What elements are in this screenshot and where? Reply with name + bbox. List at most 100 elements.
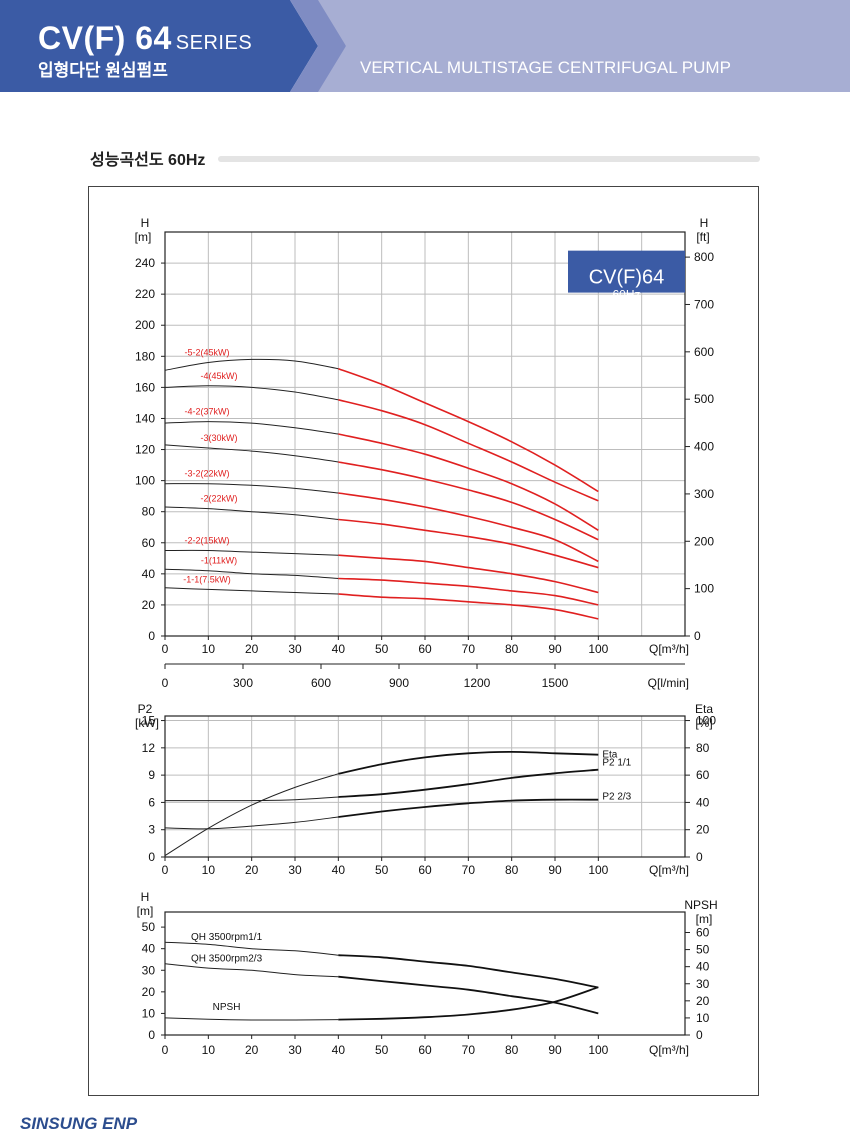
y2-tick-label: 100	[696, 714, 716, 728]
x-tick-label: 50	[375, 642, 389, 656]
x-tick-label: 100	[588, 642, 608, 656]
y2-tick-label: 60	[696, 768, 710, 782]
curve-line-part-high	[338, 768, 599, 798]
y-axis-title: H	[141, 216, 150, 230]
y-tick-label: 50	[142, 920, 156, 934]
curve-line-part-low	[164, 358, 339, 371]
y-tick-label: 100	[135, 474, 155, 488]
curve-line-part-low	[164, 941, 339, 956]
x-tick-label: 0	[162, 642, 169, 656]
x2-tick-label: 0	[162, 676, 169, 690]
curve-line-part-high	[338, 975, 599, 1015]
y2-tick-label: 600	[694, 345, 714, 359]
badge-model: CV(F)64	[589, 267, 665, 289]
chart-frame	[88, 186, 759, 1096]
curve-line-part-low	[164, 963, 339, 978]
x-tick-label: 30	[288, 1043, 302, 1057]
product-subtitle: 입형다단 원심펌프	[38, 61, 168, 80]
x-tick-label: 20	[245, 863, 259, 877]
y2-tick-label: 700	[694, 297, 714, 311]
y-tick-label: 200	[135, 318, 155, 332]
x-tick-label: 80	[505, 642, 519, 656]
x-tick-label: 50	[375, 863, 389, 877]
y2-tick-label: 80	[696, 741, 710, 755]
y-tick-label: 20	[142, 598, 156, 612]
y-tick-label: 6	[148, 795, 155, 809]
curve-line-part-low	[164, 385, 339, 401]
y-tick-label: 20	[142, 985, 156, 999]
y-axis-title: P2	[138, 702, 153, 716]
y-tick-label: 3	[148, 823, 155, 837]
curve-line-part-high	[338, 593, 599, 620]
product-title: CV(F) 64 SERIES	[38, 20, 252, 57]
y2-tick-label: 300	[694, 487, 714, 501]
x-tick-label: 50	[375, 1043, 389, 1057]
y-tick-label: 0	[148, 629, 155, 643]
curve-line-part-low	[164, 1017, 339, 1021]
curve-line-part-low	[164, 483, 339, 494]
page-header: CV(F) 64 SERIES 입형다단 원심펌프 VERTICAL MULTIS…	[0, 0, 850, 92]
series-label: NPSH	[213, 1002, 241, 1013]
y-tick-label: 15	[142, 714, 156, 728]
curve-line-part-high	[338, 461, 599, 541]
y2-tick-label: 40	[696, 795, 710, 809]
x-tick-label: 70	[462, 642, 476, 656]
series-label: -2(22kW)	[200, 494, 237, 504]
qh-family-chart: 020406080100120140160180200220240H[m]010…	[135, 216, 715, 690]
y-tick-label: 10	[142, 1006, 156, 1020]
y-tick-label: 240	[135, 256, 155, 270]
y2-tick-label: 0	[694, 629, 701, 643]
curve-line-part-low	[164, 444, 339, 463]
section-divider	[218, 156, 760, 162]
x-tick-label: 40	[332, 1043, 346, 1057]
series-label: P2 1/1	[602, 758, 631, 769]
y2-tick-label: 400	[694, 440, 714, 454]
curve-line-part-low	[164, 506, 339, 520]
curve-line-part-high	[338, 986, 599, 1021]
series-label: P2 2/3	[602, 792, 631, 803]
y2-axis-title: NPSH	[684, 898, 717, 912]
y2-tick-label: 40	[696, 960, 710, 974]
x-tick-label: 10	[202, 863, 216, 877]
y-tick-label: 60	[142, 536, 156, 550]
curve-line-part-low	[164, 773, 339, 857]
curve-line-part-high	[338, 492, 599, 563]
y2-tick-label: 0	[696, 1028, 703, 1042]
x2-tick-label: 900	[389, 676, 409, 690]
curve-line-part-high	[338, 367, 599, 493]
series-label: -1(11kW)	[201, 556, 237, 566]
curve-line-part-high	[338, 518, 599, 569]
y2-axis-unit: [%]	[695, 716, 712, 730]
y-tick-label: 180	[135, 349, 155, 363]
footer-brand: SINSUNG ENP	[20, 1114, 138, 1133]
y-tick-label: 140	[135, 411, 155, 425]
product-model: CV(F) 64	[38, 20, 172, 56]
y-tick-label: 120	[135, 443, 155, 457]
y2-tick-label: 20	[696, 994, 710, 1008]
series-label: Eta	[602, 750, 617, 761]
badge-frequency: 60Hz	[612, 288, 640, 302]
x-tick-label: 80	[505, 863, 519, 877]
x-tick-label: 40	[332, 863, 346, 877]
series-label: -4(45kW)	[200, 371, 237, 381]
x-axis-title: Q[m³/h]	[649, 1043, 689, 1057]
y2-axis-unit: [m]	[696, 912, 713, 926]
curve-line-part-high	[338, 954, 599, 989]
x-tick-label: 80	[505, 1043, 519, 1057]
y2-tick-label: 30	[696, 977, 710, 991]
curve-line-part-high	[338, 399, 599, 502]
y2-tick-label: 800	[694, 250, 714, 264]
y-tick-label: 40	[142, 567, 156, 581]
x-tick-label: 10	[202, 1043, 216, 1057]
y-axis-unit: [m]	[137, 904, 154, 918]
x-tick-label: 70	[462, 863, 476, 877]
y-tick-label: 12	[142, 741, 156, 755]
curve-line-part-low	[164, 549, 339, 556]
x-tick-label: 10	[202, 642, 216, 656]
x-axis-title: Q[m³/h]	[649, 642, 689, 656]
x-tick-label: 90	[548, 642, 562, 656]
y-axis-unit: [kW]	[135, 716, 159, 730]
x-tick-label: 30	[288, 863, 302, 877]
